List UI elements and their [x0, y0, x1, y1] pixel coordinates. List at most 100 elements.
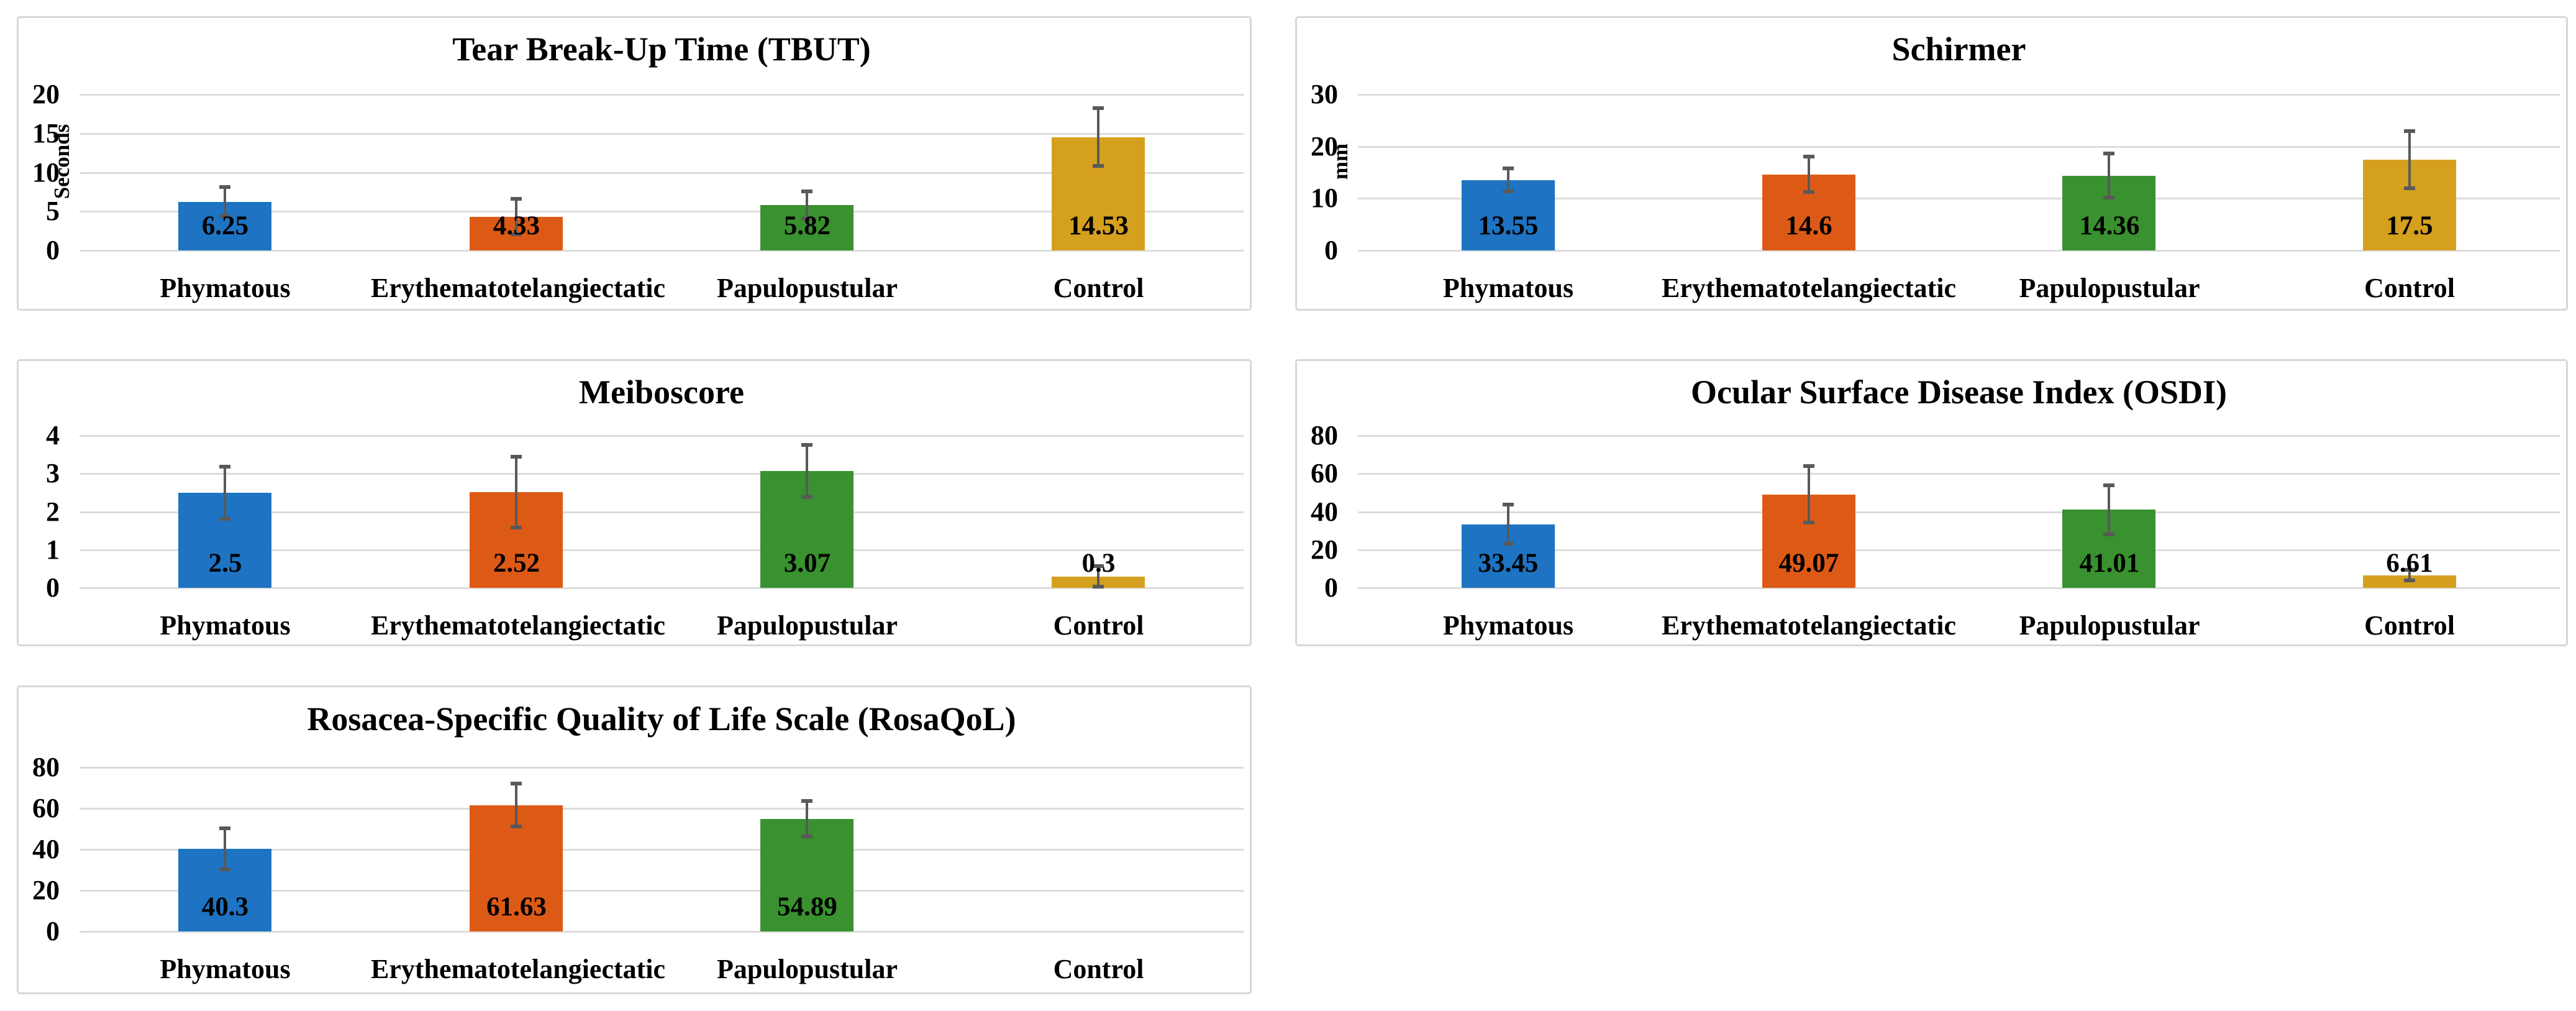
x-axis-category-label: Erythematotelangiectatic — [371, 610, 666, 641]
chart-panel-tbut: Tear Break-Up Time (TBUT) 0 5 10 15 20 Seconds… — [17, 16, 1252, 311]
x-axis-category-label: Control — [2364, 610, 2455, 641]
bar-value-label: 0.3 — [1081, 549, 1116, 578]
error-bar-cap-top — [1503, 503, 1514, 506]
x-axis-category-label: Control — [1053, 273, 1144, 303]
y-axis-tick-label: 2 — [46, 496, 60, 527]
error-bar — [224, 467, 226, 519]
error-bar — [224, 828, 226, 869]
error-bar — [1507, 505, 1509, 544]
gridline-y20 — [1358, 549, 2560, 551]
error-bar-cap-bottom — [2404, 186, 2415, 190]
bar-value-label: 5.82 — [783, 211, 831, 240]
error-bar-cap-top — [1803, 464, 1814, 468]
error-bar — [515, 457, 517, 528]
x-axis-category-label: Phymatous — [1442, 273, 1574, 303]
y-axis-tick-label: 20 — [32, 875, 60, 905]
x-axis-category-label: Phymatous — [1442, 610, 1574, 641]
x-axis-category-label: Control — [1053, 610, 1144, 641]
error-bar-cap-bottom — [1503, 190, 1514, 193]
error-bar-cap-top — [1093, 106, 1104, 110]
y-axis-tick-label: 5 — [46, 196, 60, 226]
y-axis-tick-label: 30 — [1311, 79, 1338, 109]
gridline-y20 — [1358, 146, 2560, 148]
bar-value-label: 6.25 — [201, 211, 249, 240]
y-axis-tick-label: 60 — [32, 793, 60, 823]
x-axis-category-label: Phymatous — [160, 610, 291, 641]
gridline-y4 — [80, 435, 1244, 437]
chart-panel-osdi: Ocular Surface Disease Index (OSDI) 0 20 40… — [1295, 359, 2568, 646]
bar-value-label: 54.89 — [777, 892, 837, 922]
chart-title-osdi: Ocular Surface Disease Index (OSDI) — [1691, 373, 2227, 411]
error-bar-cap-bottom — [219, 867, 230, 871]
bar-value-label: 49.07 — [1778, 549, 1839, 578]
gridline-y60 — [1358, 473, 2560, 475]
error-bar-cap-bottom — [511, 526, 522, 529]
chart-panel-meiboscore: Meiboscore 0 1 2 3 4 2.5 Phymatous 2.52 Erythemat… — [17, 359, 1252, 646]
y-axis-tick-label: 0 — [1324, 235, 1338, 265]
y-axis-tick-label: 20 — [32, 79, 60, 109]
y-axis-tick-label: 40 — [32, 834, 60, 864]
chart-title-schirmer: Schirmer — [1891, 30, 2026, 68]
x-axis-category-label: Control — [1053, 954, 1144, 984]
error-bar-cap-top — [219, 185, 230, 189]
error-bar — [806, 445, 808, 497]
gridline-y40 — [1358, 511, 2560, 513]
error-bar-cap-top — [511, 782, 522, 785]
y-axis-title: mm — [1328, 143, 1352, 180]
x-axis-category-label: Papulopustular — [717, 273, 898, 303]
bar-value-label: 14.53 — [1068, 211, 1129, 240]
error-bar-cap-bottom — [1503, 542, 1514, 546]
gridline-y0 — [1358, 587, 2560, 589]
chart-title-tbut: Tear Break-Up Time (TBUT) — [452, 30, 871, 68]
error-bar-cap-top — [1803, 155, 1814, 158]
bar-value-label: 17.5 — [2386, 211, 2433, 240]
x-axis-category-label: Phymatous — [160, 273, 291, 303]
y-axis-tick-label: 80 — [32, 752, 60, 782]
error-bar-cap-top — [2404, 129, 2415, 133]
error-bar — [806, 191, 808, 219]
y-axis-tick-label: 0 — [46, 572, 60, 603]
y-axis-tick-label: 4 — [46, 420, 60, 451]
error-bar-cap-bottom — [801, 835, 812, 838]
y-axis-tick-label: 10 — [1311, 183, 1338, 213]
gridline-y0 — [80, 931, 1244, 933]
chart-panel-schirmer: Schirmer 0 10 20 30 mm 13.55 Phymatous 14.6 Eryth… — [1295, 16, 2568, 311]
gridline-y1 — [80, 549, 1244, 551]
error-bar-cap-top — [2404, 568, 2415, 572]
error-bar-cap-bottom — [219, 517, 230, 521]
chart-panel-rosaqol: Rosacea-Specific Quality of Life Scale (… — [17, 685, 1252, 994]
gridline-y30 — [1358, 94, 2560, 96]
x-axis-category-label: Papulopustular — [717, 954, 898, 984]
error-bar-cap-bottom — [801, 217, 812, 221]
y-axis-tick-label: 3 — [46, 458, 60, 488]
x-axis-category-label: Erythematotelangiectatic — [1661, 273, 1957, 303]
x-axis-category-label: Papulopustular — [2019, 610, 2200, 641]
x-axis-category-label: Phymatous — [160, 954, 291, 984]
error-bar-cap-top — [219, 826, 230, 830]
error-bar — [2108, 485, 2110, 534]
gridline-y60 — [80, 808, 1244, 810]
x-axis-category-label: Erythematotelangiectatic — [371, 273, 666, 303]
y-axis-tick-label: 20 — [1311, 131, 1338, 162]
error-bar-cap-top — [2103, 152, 2114, 155]
bar-value-label: 6.61 — [2386, 549, 2433, 578]
bar-value-label: 14.6 — [1785, 211, 1832, 240]
error-bar-cap-bottom — [219, 214, 230, 218]
error-bar-cap-bottom — [2404, 579, 2415, 582]
gridline-y20 — [80, 890, 1244, 892]
error-bar-cap-top — [511, 455, 522, 459]
error-bar-cap-bottom — [2103, 533, 2114, 536]
error-bar — [1507, 168, 1509, 191]
error-bar-cap-bottom — [2103, 196, 2114, 199]
y-axis-tick-label: 10 — [32, 157, 60, 188]
gridline-y0 — [1358, 250, 2560, 252]
y-axis-tick-label: 0 — [1324, 572, 1338, 603]
error-bar-cap-top — [219, 465, 230, 469]
y-axis-tick-label: 40 — [1311, 496, 1338, 527]
gridline-y5 — [80, 211, 1244, 213]
bar-value-label: 13.55 — [1478, 211, 1539, 240]
bar-value-label: 33.45 — [1478, 549, 1539, 578]
bar-value-label: 2.5 — [208, 549, 242, 578]
y-axis-tick-label: 15 — [32, 118, 60, 149]
